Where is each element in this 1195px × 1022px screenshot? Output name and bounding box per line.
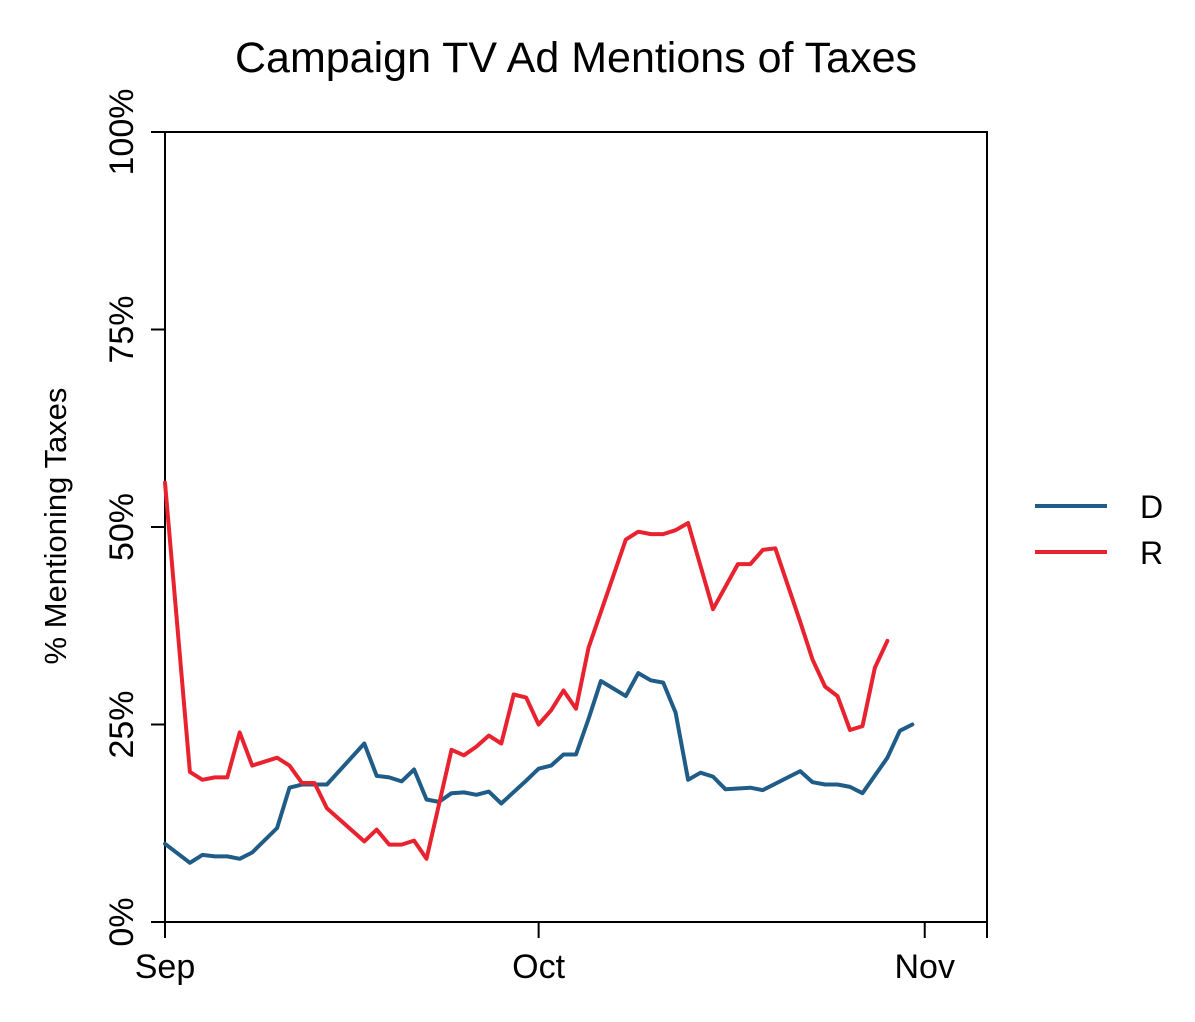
x-tick-label: Nov [894, 948, 954, 986]
series-line-d [163, 671, 915, 865]
y-tick-label: 50% [103, 493, 141, 561]
legend-label-d: D [1140, 489, 1163, 525]
y-axis-label: % Mentioning Taxes [38, 388, 73, 665]
y-axis: 0% 25% 50% 75% 100% [103, 89, 165, 947]
series-line-r [163, 480, 890, 861]
series-lines [163, 480, 915, 865]
x-tick-label: Sep [135, 948, 196, 986]
legend-label-r: R [1140, 535, 1163, 571]
legend: DR [1035, 489, 1163, 571]
y-tick-label: 0% [103, 897, 141, 946]
chart-title: Campaign TV Ad Mentions of Taxes [235, 34, 917, 82]
y-tick-label: 100% [103, 89, 141, 176]
y-tick-label: 75% [103, 295, 141, 363]
plot-frame [164, 131, 988, 923]
y-tick-label: 25% [103, 690, 141, 758]
x-axis: Sep Oct Nov [135, 922, 988, 986]
x-tick-label: Oct [512, 948, 565, 986]
